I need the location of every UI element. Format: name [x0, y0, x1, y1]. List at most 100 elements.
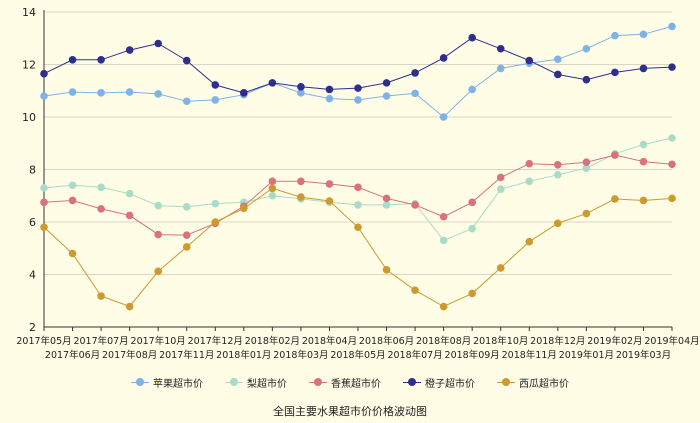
data-point [439, 236, 448, 245]
legend-item-banana[interactable]: 香蕉超市价 [309, 375, 381, 390]
data-point [411, 89, 419, 98]
x-tick-label: 2018年02月 [245, 335, 300, 347]
x-tick-label: 2017年11月 [159, 349, 214, 361]
data-point [496, 44, 505, 53]
data-point [211, 199, 220, 208]
x-tick-label: 2018年11月 [502, 349, 557, 361]
data-point [382, 194, 391, 203]
data-point [354, 96, 362, 104]
data-point [525, 56, 534, 65]
data-point [268, 177, 277, 186]
data-point [68, 181, 77, 190]
data-point [639, 157, 648, 166]
data-point [582, 44, 591, 53]
legend-swatch-pear [225, 377, 243, 387]
data-point [125, 46, 134, 54]
legend-item-orange[interactable]: 橙子超市价 [403, 375, 475, 390]
data-point [382, 92, 391, 100]
legend-item-apple[interactable]: 苹果超市价 [131, 375, 203, 390]
data-point [611, 195, 619, 203]
data-point [639, 196, 648, 205]
series-0 [40, 22, 676, 121]
data-point [211, 96, 220, 104]
legend-label-orange: 橙子超市价 [425, 378, 475, 390]
data-point [639, 140, 648, 149]
y-axis-tick-labels: 2 4 6 8 10 12 14 [22, 6, 36, 334]
data-point [182, 56, 191, 65]
data-point [211, 81, 220, 89]
data-point [97, 55, 105, 64]
data-point [240, 204, 248, 213]
data-point [97, 205, 105, 213]
data-point [40, 198, 48, 207]
data-point [554, 70, 562, 79]
data-point [468, 85, 476, 94]
y-tick-label: 6 [29, 216, 36, 229]
data-point [325, 197, 334, 205]
legend-item-pear[interactable]: 梨超市价 [225, 375, 287, 390]
y-tick-label: 14 [22, 6, 36, 19]
data-point [125, 189, 134, 198]
legend-item-watermelon[interactable]: 西瓜超市价 [497, 375, 569, 390]
data-point [125, 302, 134, 311]
legend-swatch-watermelon [497, 377, 515, 387]
data-point [297, 83, 305, 91]
data-point [182, 243, 191, 251]
series-4 [40, 184, 676, 311]
legend-label-banana: 香蕉超市价 [331, 378, 381, 390]
x-axis-tick-labels: 2017年05月 2017年06月 2017年07月 2017年08月 2017年10月… [16, 335, 699, 361]
data-point [354, 183, 362, 192]
data-point [40, 184, 48, 192]
data-point [154, 230, 162, 239]
data-point [439, 212, 448, 221]
x-tick-label: 2018年09月 [445, 349, 500, 361]
data-point [182, 202, 191, 211]
data-point [354, 201, 362, 209]
data-point [439, 302, 448, 311]
data-point [382, 201, 391, 209]
data-point [639, 64, 648, 73]
series-3 [40, 33, 676, 97]
data-point [40, 69, 48, 78]
data-point [468, 289, 476, 298]
data-point [354, 84, 362, 92]
x-tick-label: 2018年04月 [302, 335, 357, 347]
x-tick-label: 2017年12月 [188, 335, 243, 347]
x-tick-label: 2018年07月 [387, 349, 442, 361]
series-line [43, 154, 673, 236]
chart-title: 全国主要水果超市价价格波动图 [273, 405, 427, 418]
data-point [496, 185, 505, 193]
y-tick-label: 10 [22, 111, 36, 124]
data-point [68, 55, 77, 64]
data-point [68, 249, 77, 258]
data-point [325, 85, 334, 94]
x-tick-label: 2017年10月 [131, 335, 186, 347]
data-point [325, 94, 334, 103]
data-point [668, 160, 676, 169]
x-tick-label: 2018年10月 [473, 335, 528, 347]
data-point [525, 177, 534, 186]
data-point [154, 267, 162, 276]
y-tick-label: 2 [29, 321, 36, 334]
data-point [268, 79, 277, 87]
legend-swatch-orange [403, 377, 421, 387]
data-point [268, 191, 277, 200]
x-tick-label: 2018年08月 [416, 335, 471, 347]
data-point [611, 151, 619, 159]
data-point [582, 75, 591, 84]
x-tick-label: 2018年12月 [530, 335, 585, 347]
data-point [411, 201, 419, 209]
data-point [554, 55, 562, 64]
data-point [668, 22, 676, 31]
data-point [154, 90, 162, 98]
x-tick-label: 2019年03月 [616, 349, 671, 361]
legend-swatch-banana [309, 377, 327, 387]
x-tick-label: 2017年07月 [73, 335, 128, 347]
data-point [582, 158, 591, 166]
data-point [182, 97, 191, 106]
data-point [554, 219, 562, 228]
data-point [468, 198, 476, 207]
y-tick-label: 12 [22, 59, 36, 72]
data-point [325, 180, 334, 188]
